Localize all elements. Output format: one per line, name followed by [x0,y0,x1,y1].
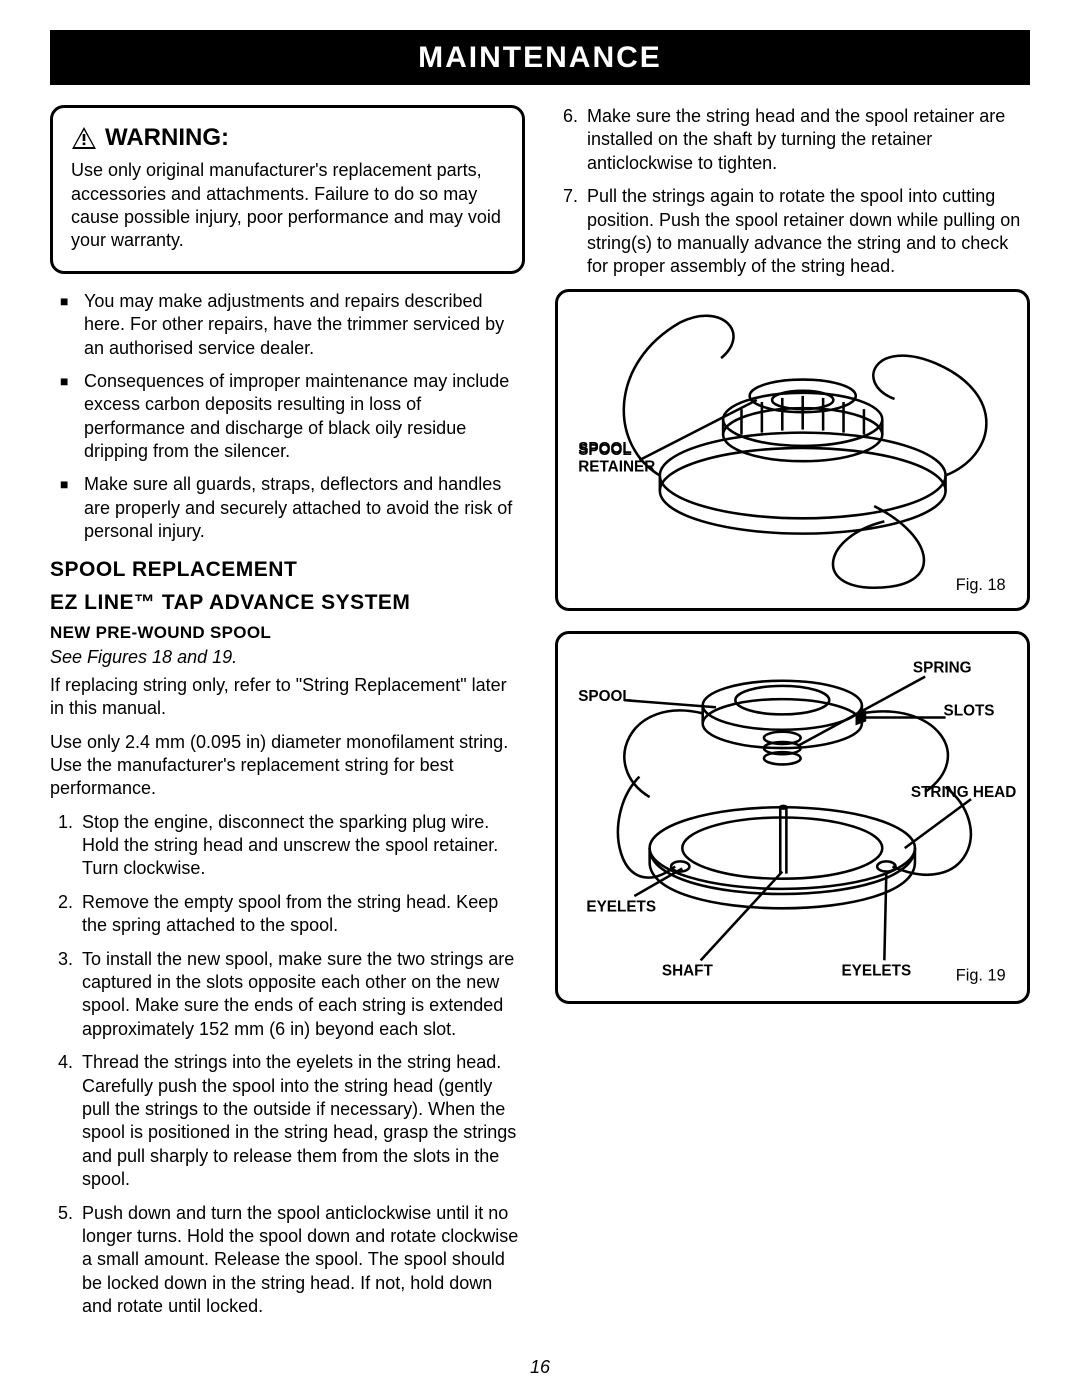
figure-18-box: SPOOL SPOOL RETAINER Fig. 18 [555,289,1030,611]
paragraph: If replacing string only, refer to "Stri… [50,674,525,721]
warning-triangle-icon [71,126,97,150]
label-spring: SPRING [913,659,972,676]
label-string-head: STRING HEAD [911,784,1016,801]
label-spool: SPOOL [578,688,632,705]
list-item: Pull the strings again to rotate the spo… [583,185,1030,279]
list-item: Stop the engine, disconnect the sparking… [78,811,525,881]
right-column: Make sure the string head and the spool … [555,105,1030,1329]
left-column: WARNING: Use only original manufacturer'… [50,105,525,1329]
page-number: 16 [0,1356,1080,1379]
steps-list-right: Make sure the string head and the spool … [555,105,1030,279]
list-item: Thread the strings into the eyelets in t… [78,1051,525,1191]
svg-text:SPOOL: SPOOL [578,440,632,457]
list-item: Push down and turn the spool anticlockwi… [78,1202,525,1319]
list-item: Remove the empty spool from the string h… [78,891,525,938]
label-shaft: SHAFT [662,962,714,979]
warning-box: WARNING: Use only original manufacturer'… [50,105,525,274]
list-item: Consequences of improper maintenance may… [60,370,525,464]
figure-19-caption: Fig. 19 [956,966,1006,984]
figure-18-diagram: SPOOL SPOOL RETAINER Fig. 18 [568,302,1017,598]
bullet-list: You may make adjustments and repairs des… [60,290,525,544]
label-slots: SLOTS [944,702,995,719]
label-eyelets-right: EYELETS [841,962,911,979]
figure-18-caption: Fig. 18 [956,575,1006,593]
steps-list-left: Stop the engine, disconnect the sparking… [50,811,525,1319]
see-figures: See Figures 18 and 19. [50,646,525,669]
paragraph: Use only 2.4 mm (0.095 in) diameter mono… [50,731,525,801]
warning-body: Use only original manufacturer's replace… [71,159,504,253]
section-heading: SPOOL REPLACEMENT [50,556,525,583]
figure-19-box: SPOOL SPRING SLOTS STRING HEAD EYELETS S… [555,631,1030,1004]
section-heading: EZ LINE™ TAP ADVANCE SYSTEM [50,589,525,616]
sub-heading: NEW PRE-WOUND SPOOL [50,622,525,644]
list-item: To install the new spool, make sure the … [78,948,525,1042]
label-eyelets-left: EYELETS [586,898,656,915]
warning-title: WARNING: [105,122,229,153]
page-banner: MAINTENANCE [50,30,1030,85]
svg-text:RETAINER: RETAINER [578,458,655,475]
figure-19-diagram: SPOOL SPRING SLOTS STRING HEAD EYELETS S… [568,644,1017,991]
list-item: Make sure all guards, straps, deflectors… [60,473,525,543]
list-item: Make sure the string head and the spool … [583,105,1030,175]
list-item: You may make adjustments and repairs des… [60,290,525,360]
